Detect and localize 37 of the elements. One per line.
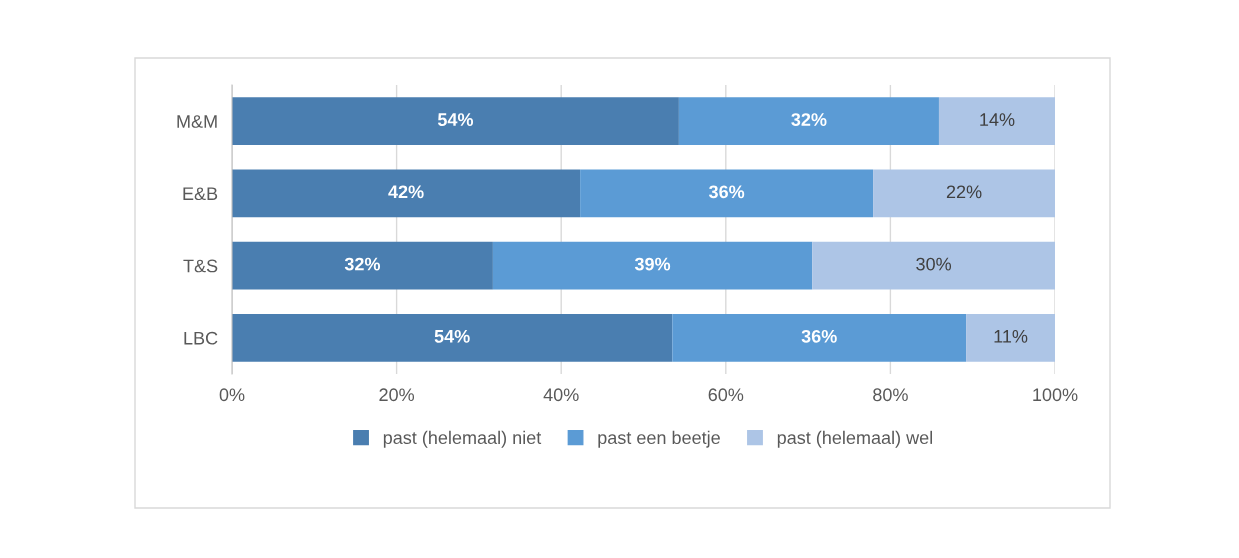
bar [672,314,967,362]
bar [232,241,493,290]
data-label: 36% [708,185,745,199]
bar [873,169,1055,218]
data-label: 36% [801,329,837,343]
data-label: 22% [946,185,982,199]
y-tick-label: LBC [184,331,218,345]
x-tick-label: 60% [708,388,744,402]
y-tick-label: E&B [183,187,218,201]
x-tick-label: 100% [1033,388,1078,402]
x-tick-label: 40% [543,388,579,402]
data-label: 14% [980,113,1015,126]
x-tick-label: 20% [379,388,415,402]
legend-label: past (helemaal) wel [777,430,932,448]
bar [492,241,813,290]
x-tick-label: 0% [219,388,245,402]
bar [966,314,1055,362]
bar [938,97,1055,145]
data-label: 11% [994,330,1028,343]
data-label: 54% [434,329,470,343]
y-tick-label: M&M [177,115,217,128]
data-label: 39% [634,257,671,271]
bar [232,169,581,218]
bar [580,169,874,218]
y-tick-label: T&S [183,259,218,273]
data-label: 54% [437,113,474,126]
x-tick-label: 80% [873,388,908,402]
bar [232,97,679,145]
data-label: 32% [344,257,381,271]
bar [232,314,673,362]
data-label: 30% [916,257,952,271]
bar [812,241,1055,290]
data-label: 32% [791,113,827,126]
data-label: 42% [388,185,424,199]
legend-label: past (helemaal) niet [383,430,542,448]
legend-label: past een beetje [598,430,720,448]
bar [678,97,939,145]
